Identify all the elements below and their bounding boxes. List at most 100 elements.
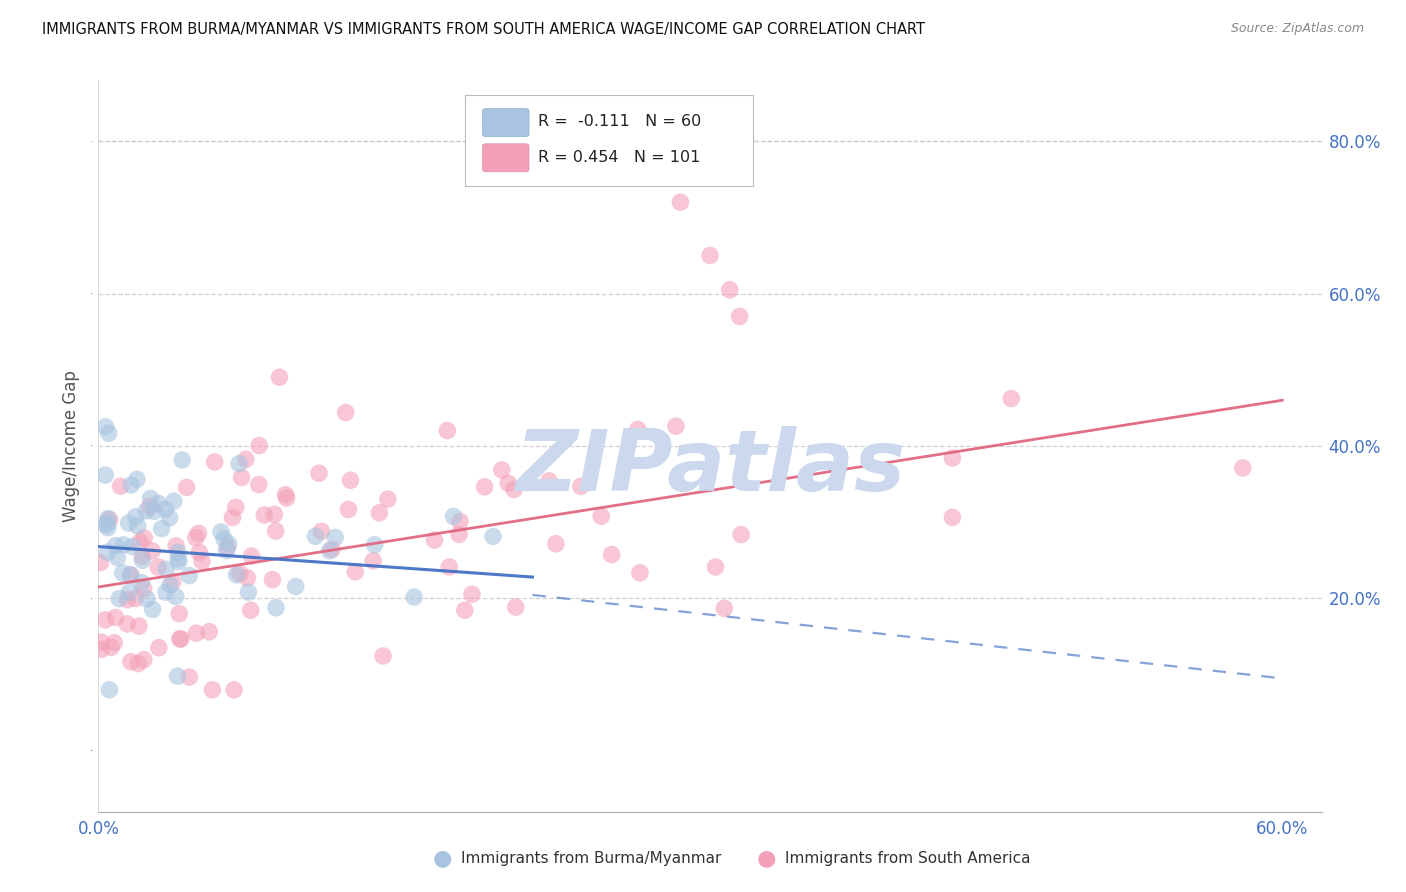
Point [118,516,141,530]
Point [713,601,735,615]
Point [142,602,165,616]
FancyBboxPatch shape [482,109,529,136]
Point [163,494,186,508]
Point [120,655,142,669]
Text: Immigrants from Burma/Myanmar: Immigrants from Burma/Myanmar [461,851,721,865]
Point [728,310,751,324]
Point [98,513,121,527]
Point [236,571,259,585]
Point [127,519,149,533]
Point [90,642,112,657]
Point [198,624,221,639]
Point [253,508,276,522]
Point [454,603,477,617]
Point [941,451,963,466]
Point [167,551,190,566]
Point [98,682,121,697]
Point [104,539,127,553]
Point [170,632,193,646]
Point [128,619,150,633]
Point [439,560,461,574]
Point [110,479,132,493]
Point [311,524,333,539]
FancyBboxPatch shape [465,95,752,186]
Point [699,248,721,262]
Point [159,578,181,592]
Point [96,545,118,559]
Point [212,532,235,546]
Point [215,543,238,558]
Point [159,510,181,524]
FancyBboxPatch shape [482,144,529,172]
Point [118,585,141,599]
Text: Immigrants from South America: Immigrants from South America [785,851,1031,865]
Point [377,492,399,507]
Point [361,554,384,568]
Point [449,527,471,541]
Point [108,591,131,606]
Point [120,567,142,582]
Point [167,607,190,621]
Point [132,582,155,596]
Point [121,540,143,554]
Point [368,506,391,520]
Text: ●: ● [756,848,776,868]
Point [665,419,688,434]
Point [318,543,340,558]
Point [120,568,142,582]
Point [172,453,194,467]
Point [155,585,177,599]
Point [90,635,112,649]
Point [167,545,190,559]
Point [176,480,198,494]
Point [115,616,138,631]
Point [1000,392,1022,406]
Point [162,574,184,589]
Point [449,515,471,529]
Point [238,585,260,599]
Point [247,477,270,491]
Point [188,545,211,559]
Point [247,438,270,452]
Point [344,565,367,579]
Point [103,636,125,650]
Point [124,591,146,606]
Point [231,470,253,484]
Point [191,554,214,568]
Point [146,560,169,574]
Point [308,467,330,481]
Point [304,529,326,543]
Point [423,533,446,547]
Point [217,540,239,554]
Text: ZIPatlas: ZIPatlas [515,426,905,509]
Point [111,566,134,580]
Point [97,521,120,535]
Point [276,491,298,505]
Point [269,370,291,384]
Text: Source: ZipAtlas.com: Source: ZipAtlas.com [1230,22,1364,36]
Point [129,535,152,549]
Point [228,457,250,471]
Point [131,575,153,590]
Point [591,509,613,524]
Point [135,504,157,518]
Point [167,555,190,569]
Point [228,566,250,581]
Point [125,509,148,524]
Point [186,626,208,640]
Point [496,476,519,491]
Point [134,531,156,545]
Point [132,653,155,667]
Point [148,640,170,655]
Point [112,538,135,552]
Point [89,556,111,570]
Point [461,587,484,601]
Point [166,669,188,683]
Point [264,524,287,538]
Text: R =  -0.111   N = 60: R = -0.111 N = 60 [537,114,700,129]
Point [97,511,120,525]
Point [235,452,257,467]
Point [94,518,117,533]
Point [179,670,201,684]
Point [201,682,224,697]
